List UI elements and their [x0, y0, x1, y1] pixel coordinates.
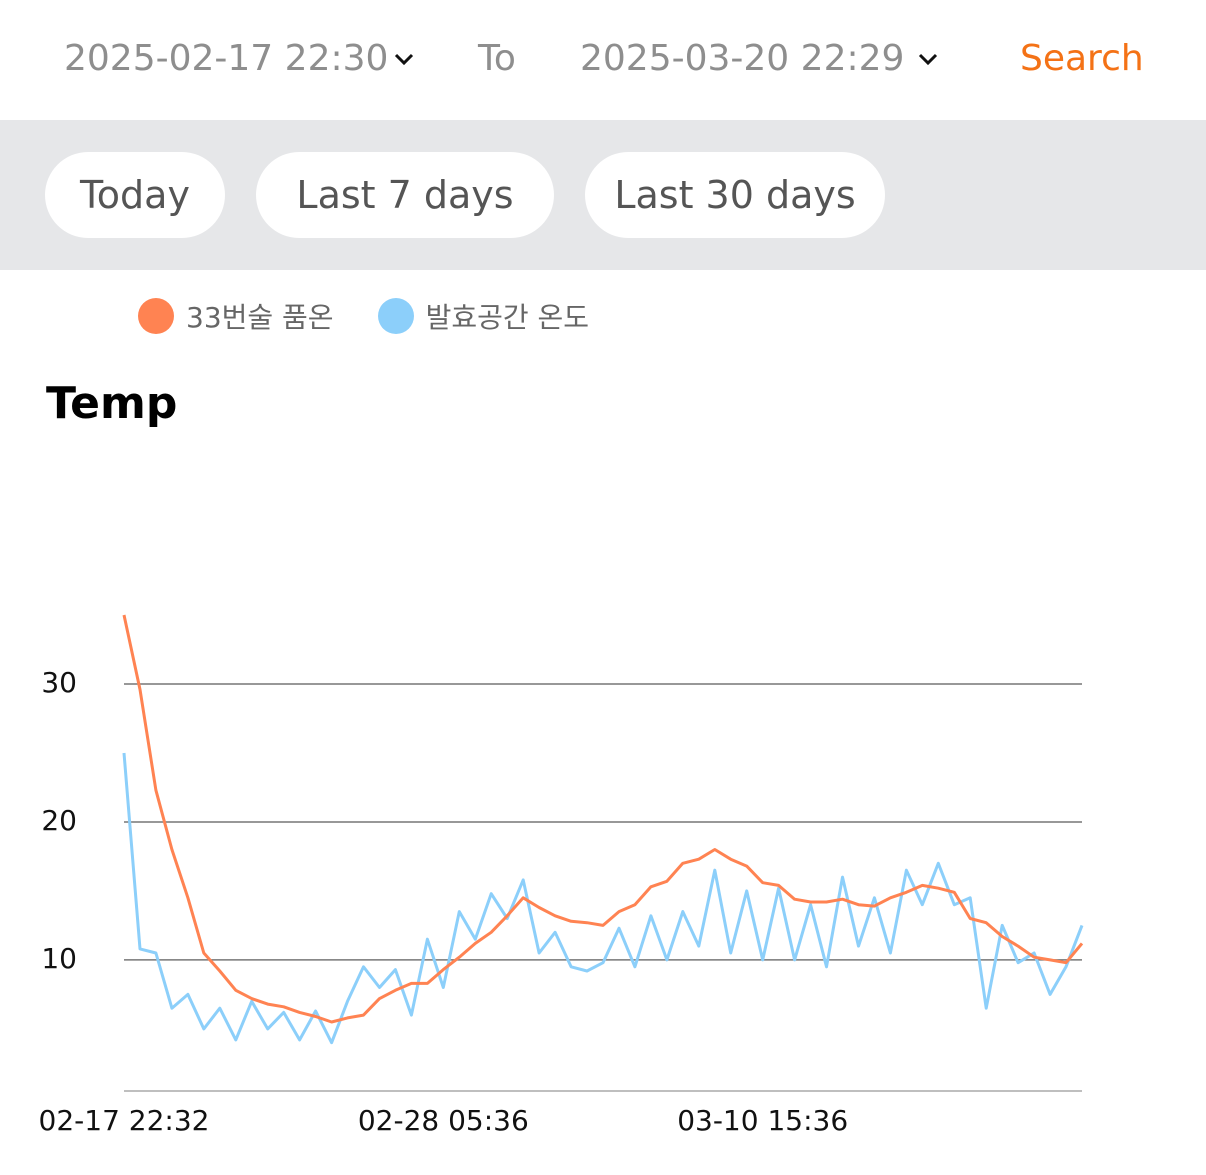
preset-button[interactable]: Last 30 days: [585, 152, 885, 238]
series-line: [122, 614, 1084, 1024]
legend: 33번술 품온 발효공간 온도: [138, 296, 633, 336]
x-tick-label: 02-17 22:32: [39, 1104, 210, 1137]
preset-button[interactable]: Last 7 days: [256, 152, 554, 238]
separator: To: [478, 38, 516, 79]
x-tick-label: 03-10 15:36: [677, 1104, 848, 1137]
y-tick-label: 20: [41, 804, 77, 837]
chevron[interactable]: [392, 50, 416, 70]
start-date[interactable]: 2025-02-17 22:30: [64, 38, 389, 79]
search-button[interactable]: Search: [1020, 38, 1144, 79]
legend-marker: [377, 298, 414, 334]
legend-item: 33번술 품온: [138, 296, 334, 336]
chart-title: Temp: [46, 378, 178, 429]
legend-marker: [138, 298, 174, 334]
preset-button[interactable]: Today: [45, 152, 225, 238]
legend-label: 발효공간 온도: [425, 301, 590, 334]
y-tick-label: 10: [41, 942, 77, 975]
end-date[interactable]: 2025-03-20 22:29: [580, 38, 905, 79]
legend-label: 33번술 품온: [186, 301, 334, 334]
y-tick-label: 30: [41, 666, 77, 699]
series-line: [122, 752, 1084, 1045]
chevron[interactable]: [916, 50, 940, 70]
x-tick-label: 02-28 05:36: [358, 1104, 529, 1137]
legend-item: 발효공간 온도: [377, 296, 590, 336]
chart: 10 20 30 02-17 22:32 02-28 05:36 03-10 15:36: [39, 614, 1084, 1137]
